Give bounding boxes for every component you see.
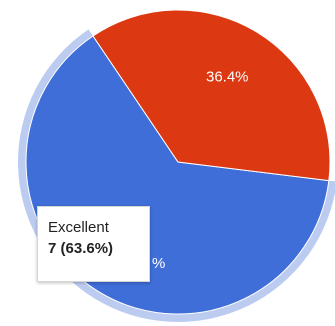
pie-slice-other[interactable]	[92, 9, 331, 182]
slice-data-label: 36.4%	[206, 69, 249, 86]
tooltip-slice-name: Excellent	[48, 219, 109, 236]
slice-tooltip: Excellent 7 (63.6%)	[37, 206, 150, 282]
tooltip-slice-value: 7 (63.6%)	[48, 240, 114, 257]
slice-data-label-partial: %	[152, 255, 165, 272]
